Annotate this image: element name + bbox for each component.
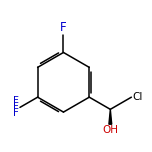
Text: F: F (13, 102, 19, 112)
Polygon shape (109, 109, 112, 124)
Text: Cl: Cl (133, 92, 143, 102)
Text: F: F (13, 96, 19, 106)
Text: F: F (60, 21, 67, 34)
Text: OH: OH (102, 126, 118, 135)
Text: F: F (13, 108, 19, 118)
